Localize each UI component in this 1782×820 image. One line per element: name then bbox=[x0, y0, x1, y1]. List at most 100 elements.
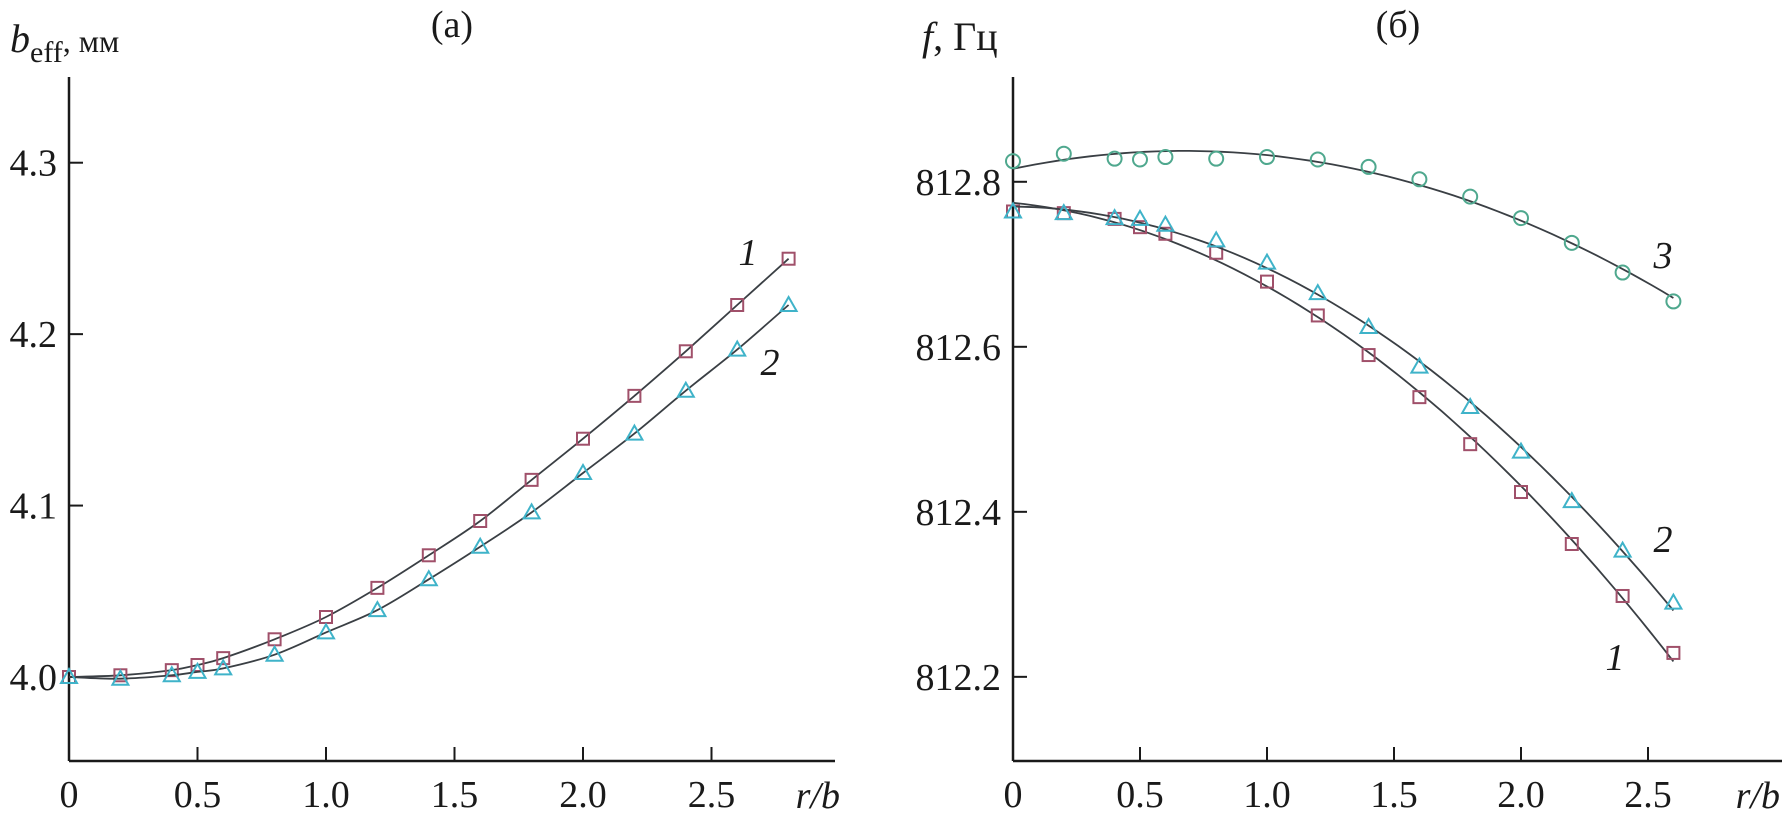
data-point-circle bbox=[1055, 145, 1072, 162]
data-point-triangle bbox=[1257, 252, 1277, 270]
data-point-triangle bbox=[1409, 356, 1430, 374]
data-point-square bbox=[1615, 588, 1630, 603]
data-point-triangle bbox=[1054, 203, 1074, 221]
data-point-triangle bbox=[1358, 316, 1379, 335]
ylabel-symbol: b bbox=[10, 16, 30, 61]
data-point-triangle bbox=[264, 644, 285, 662]
data-point-triangle bbox=[676, 380, 696, 398]
x-tick-label: 1.0 bbox=[1243, 774, 1291, 816]
data-point-circle bbox=[1614, 264, 1631, 281]
x-tick-label: 1.5 bbox=[431, 774, 479, 816]
data-point-triangle bbox=[1663, 592, 1684, 610]
data-point-circle bbox=[1360, 158, 1377, 175]
data-point-triangle bbox=[162, 665, 182, 683]
x-tick-label: 0 bbox=[1004, 774, 1023, 816]
data-point-triangle bbox=[1130, 208, 1150, 226]
data-point-square bbox=[370, 580, 385, 595]
data-point-triangle bbox=[778, 294, 799, 312]
data-point-square bbox=[576, 431, 590, 446]
curve-label-2: 2 bbox=[1654, 519, 1673, 561]
data-point-square bbox=[1412, 390, 1427, 405]
curve-label-2: 2 bbox=[761, 342, 780, 384]
data-point-triangle bbox=[213, 658, 233, 676]
x-tick-label: 2.0 bbox=[559, 774, 607, 816]
x-tick-label: 0.5 bbox=[174, 774, 222, 816]
data-point-triangle bbox=[727, 339, 747, 357]
panel-a: (a) beff, мм r/b 1 2 0 0.5 1.0 1.5 2.0 2.5 4.0… bbox=[10, 4, 841, 817]
data-point-square bbox=[1133, 220, 1147, 235]
x-tick-label: 0 bbox=[60, 774, 79, 816]
ylabel-unit: , Гц bbox=[933, 14, 998, 59]
data-point-circle bbox=[1106, 150, 1123, 167]
series-1-curve bbox=[1012, 201, 1675, 662]
y-tick-label: 4.3 bbox=[10, 143, 58, 185]
series-3-curve bbox=[1012, 150, 1674, 299]
data-point-triangle bbox=[1308, 283, 1328, 301]
data-point-triangle bbox=[187, 661, 208, 679]
data-point-circle bbox=[1309, 151, 1326, 168]
curve-label-1: 1 bbox=[739, 232, 758, 274]
data-point-triangle bbox=[573, 462, 593, 480]
data-point-circle bbox=[1208, 150, 1225, 167]
data-point-triangle bbox=[1562, 491, 1582, 509]
data-point-triangle bbox=[59, 666, 79, 684]
data-point-square bbox=[473, 514, 488, 528]
series-2-curve bbox=[1012, 205, 1675, 612]
y-tick-label: 4.2 bbox=[10, 314, 58, 356]
ylabel-subscript: eff bbox=[30, 36, 63, 69]
x-tick-label: 2.5 bbox=[688, 774, 736, 816]
data-point-circle bbox=[1462, 188, 1479, 205]
data-point-circle bbox=[1411, 171, 1428, 188]
data-point-triangle bbox=[1155, 214, 1176, 232]
data-point-triangle bbox=[624, 423, 645, 441]
data-point-square bbox=[1260, 274, 1274, 289]
panel-a-xlabel: r/b bbox=[796, 775, 840, 817]
y-tick-label: 812.4 bbox=[916, 492, 1002, 534]
y-tick-label: 4.1 bbox=[10, 486, 58, 528]
y-tick-label: 812.2 bbox=[916, 657, 1002, 699]
data-point-triangle bbox=[1460, 397, 1480, 415]
data-point-triangle bbox=[1612, 540, 1633, 558]
panel-a-ylabel: beff, мм bbox=[10, 16, 119, 69]
y-tick-label: 812.8 bbox=[916, 162, 1002, 204]
panel-b: (б) f, Гц r/b 1 2 3 0 0.5 1.0 1.5 2.0 2.5 812.… bbox=[916, 4, 1782, 817]
panel-b-title: (б) bbox=[1376, 4, 1421, 46]
data-point-triangle bbox=[110, 668, 131, 686]
data-point-circle bbox=[1259, 149, 1275, 166]
data-point-square bbox=[1564, 537, 1579, 552]
data-point-circle bbox=[1005, 153, 1021, 170]
data-point-square bbox=[730, 298, 745, 312]
data-point-square bbox=[524, 472, 539, 487]
ylabel-unit: , мм bbox=[63, 23, 120, 59]
data-point-square bbox=[1158, 226, 1173, 241]
data-point-square bbox=[1361, 348, 1376, 363]
x-tick-label: 0.5 bbox=[1116, 774, 1164, 816]
x-tick-label: 2.5 bbox=[1624, 774, 1672, 816]
y-tick-label: 4.0 bbox=[10, 657, 58, 699]
curve-label-1: 1 bbox=[1606, 637, 1625, 679]
data-point-triangle bbox=[316, 622, 336, 640]
data-point-triangle bbox=[419, 569, 439, 587]
x-tick-label: 2.0 bbox=[1497, 774, 1545, 816]
series-2-curve bbox=[68, 304, 790, 680]
data-point-square bbox=[216, 651, 231, 666]
panel-b-xlabel: r/b bbox=[1736, 775, 1780, 817]
data-point-square bbox=[678, 344, 693, 359]
data-point-circle bbox=[1665, 293, 1682, 310]
data-point-triangle bbox=[470, 536, 490, 554]
data-point-triangle bbox=[1511, 441, 1531, 459]
data-point-triangle bbox=[1206, 230, 1226, 248]
y-tick-label: 812.6 bbox=[916, 327, 1002, 369]
data-point-circle bbox=[1563, 234, 1580, 251]
data-point-square bbox=[1514, 485, 1528, 500]
x-tick-label: 1.5 bbox=[1370, 774, 1418, 816]
panel-a-title: (a) bbox=[431, 4, 473, 46]
panel-b-ylabel: f, Гц bbox=[922, 14, 998, 59]
data-point-triangle bbox=[1003, 201, 1023, 219]
data-point-circle bbox=[1157, 149, 1174, 166]
data-point-square bbox=[1310, 308, 1325, 323]
data-point-square bbox=[627, 388, 642, 403]
data-point-triangle bbox=[521, 502, 542, 520]
data-point-circle bbox=[1513, 210, 1529, 227]
